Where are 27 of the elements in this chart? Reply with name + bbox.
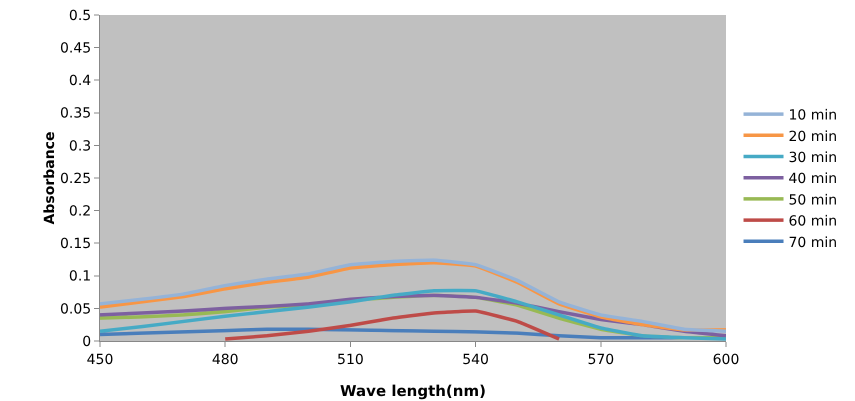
y-tick-label: 0.05: [60, 301, 92, 318]
legend-label: 10 min: [788, 108, 838, 124]
y-tick-label: 0.45: [60, 40, 92, 56]
y-tick-label: 0.4: [68, 73, 92, 90]
y-tick-label: 0: [82, 334, 92, 350]
legend-label: 70 min: [788, 234, 838, 251]
x-tick-label: 600: [712, 352, 740, 368]
y-tick-label: 0.3: [68, 138, 92, 154]
x-tick-label: 570: [587, 352, 614, 368]
y-tick-label: 0.25: [60, 170, 92, 187]
legend-label: 50 min: [788, 192, 838, 208]
x-tick-label: 510: [337, 352, 364, 368]
y-axis-title: Absorbance: [42, 132, 58, 224]
x-tick-label: 480: [212, 352, 239, 368]
legend-label: 40 min: [788, 171, 838, 188]
legend-label: 30 min: [788, 150, 838, 166]
y-tick-label: 0.1: [68, 268, 92, 285]
x-tick-label: 450: [86, 352, 114, 368]
y-tick-label: 0.2: [68, 204, 92, 220]
legend-label: 60 min: [788, 214, 838, 230]
legend-label: 20 min: [788, 128, 838, 145]
line-series: [223, 309, 561, 341]
y-tick-label: 0.5: [68, 8, 92, 24]
y-tick-label: 0.35: [60, 106, 92, 122]
x-axis-title: Wave length(nm): [340, 382, 486, 400]
y-tick-label: 0.15: [60, 236, 92, 252]
x-tick-label: 540: [462, 352, 489, 368]
